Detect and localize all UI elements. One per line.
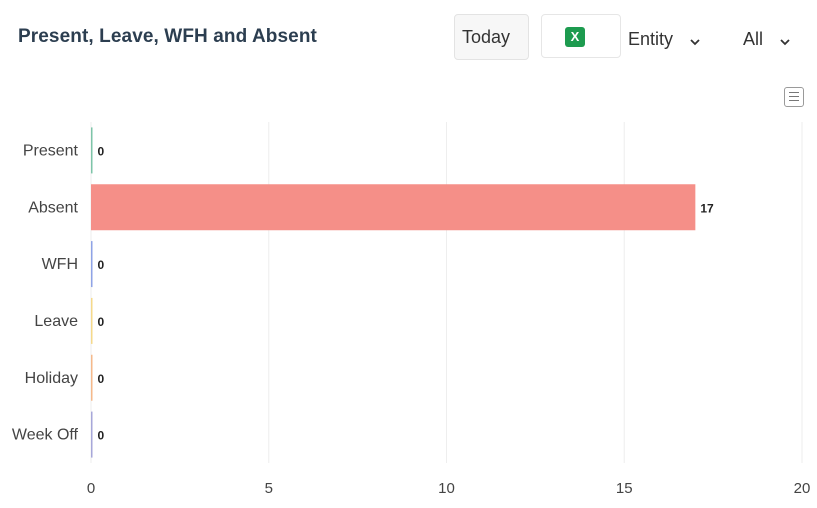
bar-absent [91, 184, 696, 231]
data-label: 0 [98, 315, 105, 329]
data-label: 0 [98, 258, 105, 272]
data-label: 0 [98, 144, 105, 158]
x-tick-label: 0 [87, 480, 95, 497]
entity-dropdown[interactable]: Entity [628, 29, 700, 51]
y-category-label: Holiday [25, 370, 78, 387]
data-label: 0 [98, 372, 105, 386]
period-select-button[interactable]: Today [454, 14, 529, 60]
bar-present [91, 127, 93, 174]
y-category-label: Leave [34, 313, 78, 330]
bar-holiday [91, 354, 93, 401]
x-tick-label: 20 [794, 480, 811, 497]
data-label: 17 [700, 201, 714, 215]
filter-dropdown-label: All [743, 29, 764, 49]
bar-wfh [91, 241, 93, 288]
x-tick-label: 5 [265, 480, 273, 497]
x-tick-label: 10 [438, 480, 455, 497]
data-label: 0 [98, 429, 105, 443]
excel-icon: X [565, 27, 585, 47]
chart-menu-icon[interactable] [784, 87, 804, 107]
y-category-label: WFH [42, 256, 78, 273]
x-tick-label: 15 [616, 480, 633, 497]
chevron-down-icon [690, 30, 700, 51]
chart-title: Present, Leave, WFH and Absent [18, 26, 317, 47]
entity-dropdown-label: Entity [628, 29, 674, 49]
y-category-label: Week Off [12, 427, 79, 444]
bar-week-off [91, 411, 93, 458]
filter-dropdown[interactable]: All [743, 29, 790, 51]
chevron-down-icon [780, 30, 790, 51]
y-category-label: Absent [28, 199, 78, 216]
y-category-label: Present [23, 142, 79, 159]
export-excel-button[interactable]: X [541, 14, 621, 58]
bar-leave [91, 297, 93, 344]
